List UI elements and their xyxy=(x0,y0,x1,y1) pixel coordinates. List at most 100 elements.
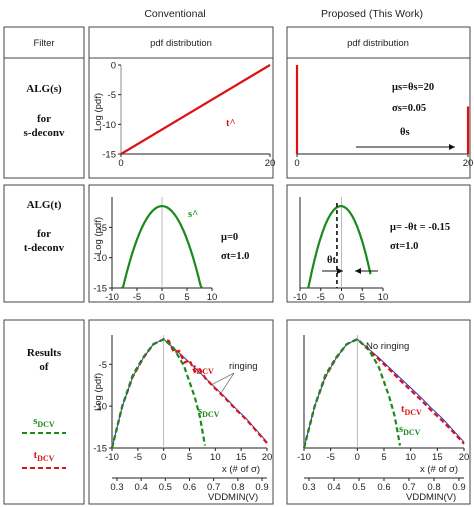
volt-tick-label: 0.6 xyxy=(183,482,196,493)
annot-sdcv-prop: sDCV xyxy=(399,424,421,437)
x-tick-label: 0 xyxy=(161,452,166,463)
series-line-sdcv xyxy=(110,337,207,449)
x-tick-label: -10 xyxy=(105,292,119,303)
x-tick-label: 0 xyxy=(339,292,344,303)
xlabel-sigma-prop: x (# of σ) xyxy=(420,464,458,475)
label-results-of: of xyxy=(39,361,49,373)
frame-prop-algt xyxy=(286,184,471,303)
label-algt-sub: t-deconv xyxy=(24,242,65,254)
volt-tick-label: 0.8 xyxy=(231,482,244,493)
x-tick-label: -10 xyxy=(293,292,307,303)
xlabel-volt-conv: VDDMIN(V) xyxy=(208,492,258,503)
plot-algs-conventional: 0 20 0 -5 -10 -15 xyxy=(102,61,275,170)
frame-prop-results xyxy=(286,319,471,505)
annot-sigma-s: σs=0.05 xyxy=(392,103,426,114)
frame-conv-algt xyxy=(88,184,274,303)
series-line-sdcv xyxy=(302,337,402,449)
ylabel-algs: Log (pdf) xyxy=(93,93,104,131)
label-algs-sub: s-deconv xyxy=(24,127,65,139)
x-tick-label: 0 xyxy=(294,158,299,169)
xlabel-volt-prop: VDDMIN(V) xyxy=(406,492,456,503)
x-tick-label: -5 xyxy=(317,292,325,303)
series-line-s xyxy=(121,204,203,289)
table-frames xyxy=(3,26,471,505)
series-line-target xyxy=(303,338,465,449)
series-line-target xyxy=(111,338,268,449)
annot-theta-t: θt xyxy=(327,255,336,266)
annot-t-caret: t^ xyxy=(226,118,236,129)
y-tick-label: -10 xyxy=(93,253,107,264)
x-tick-label: 15 xyxy=(432,452,443,463)
frame-conv-results xyxy=(88,319,274,505)
annot-sdcv-conv: sDCV xyxy=(198,406,220,419)
label-algt: ALG(t) xyxy=(27,199,62,211)
x-tick-label: 10 xyxy=(207,292,218,303)
x-tick-label: 5 xyxy=(187,452,192,463)
ylabel-algt: Log (pdf) xyxy=(93,217,104,255)
annot-mu-theta-s: μs=θs=20 xyxy=(392,82,434,93)
arrow-theta-s-head xyxy=(449,144,455,150)
label-results: Results xyxy=(27,347,62,359)
y-tick-label: -15 xyxy=(102,150,116,161)
annot-tdcv-conv: tDCV xyxy=(193,363,214,376)
x-tick-label: 0 xyxy=(355,452,360,463)
x-tick-label: 15 xyxy=(236,452,247,463)
legend-sdcv-text: sDCV xyxy=(33,416,55,429)
volt-tick-label: 0.5 xyxy=(159,482,172,493)
header-conventional: Conventional xyxy=(144,8,205,20)
y-tick-label: -15 xyxy=(93,444,107,455)
annot-mu0: μ=0 xyxy=(221,232,238,243)
plot-results-conventional: -10 -5 0 5 10 15 20-5-10-150.3 0.4 0.5 0.6 0.7 0.8 0… xyxy=(93,335,272,493)
label-filter: Filter xyxy=(33,38,54,49)
x-tick-label: -5 xyxy=(134,452,142,463)
frame-label-algt xyxy=(3,184,85,303)
x-tick-label: 10 xyxy=(405,452,416,463)
subheader-pdf-conv: pdf distribution xyxy=(150,38,212,49)
annot-ringing: ringing xyxy=(229,361,258,372)
header-proposed: Proposed (This Work) xyxy=(321,8,423,20)
ylabel-results: Log (pdf) xyxy=(93,373,104,411)
series-line-tdcv xyxy=(110,338,268,449)
volt-tick-label: 0.9 xyxy=(452,482,465,493)
ringing-pointer-1 xyxy=(212,372,235,385)
y-tick-label: -10 xyxy=(102,120,116,131)
volt-tick-label: 0.8 xyxy=(427,482,440,493)
volt-tick-label: 0.4 xyxy=(327,482,340,493)
volt-tick-label: 0.7 xyxy=(207,482,220,493)
annot-no-ringing: No ringing xyxy=(366,341,409,352)
x-tick-label: 20 xyxy=(459,452,470,463)
x-tick-label: 0 xyxy=(118,158,123,169)
x-tick-label: 5 xyxy=(381,452,386,463)
plot-algt-proposed: -10 -5 0 5 10 xyxy=(293,197,388,303)
x-tick-label: 10 xyxy=(378,292,389,303)
annot-s-caret: s^ xyxy=(188,209,198,220)
label-algs-for: for xyxy=(37,113,51,125)
x-tick-label: 0 xyxy=(159,292,164,303)
x-tick-label: -10 xyxy=(297,452,311,463)
arrow-theta-t-left-head xyxy=(337,268,343,274)
y-tick-label: -10 xyxy=(93,402,107,413)
volt-tick-label: 0.4 xyxy=(135,482,148,493)
arrow-theta-t-right-head xyxy=(355,268,361,274)
annot-sigma-t1: σt=1.0 xyxy=(221,251,249,262)
volt-tick-label: 0.6 xyxy=(377,482,390,493)
annot-theta-s: θs xyxy=(400,127,410,138)
x-tick-label: 10 xyxy=(210,452,221,463)
x-tick-label: 5 xyxy=(184,292,189,303)
x-tick-label: 20 xyxy=(262,452,273,463)
y-tick-label: -5 xyxy=(99,360,107,371)
x-tick-label: -5 xyxy=(133,292,141,303)
volt-tick-label: 0.5 xyxy=(352,482,365,493)
series-line-s0 xyxy=(307,205,372,289)
legend-tdcv-text: tDCV xyxy=(34,450,55,463)
volt-tick-label: 0.3 xyxy=(302,482,315,493)
plot-results-proposed: -10 -5 0 5 10 15 20 0.3 0.4 0.5 0.6 0.7 0.8 0.9 xyxy=(297,335,469,493)
label-algs: ALG(s) xyxy=(26,83,62,95)
y-tick-label: -5 xyxy=(108,90,116,101)
plot-algt-conventional: -10 -5 0 5 10-5-10-15 xyxy=(93,197,217,303)
y-tick-label: 0 xyxy=(111,61,116,72)
frame-conv-algs xyxy=(88,26,274,179)
plot-algs-proposed: 0 20 xyxy=(294,65,473,169)
volt-tick-label: 0.3 xyxy=(110,482,123,493)
